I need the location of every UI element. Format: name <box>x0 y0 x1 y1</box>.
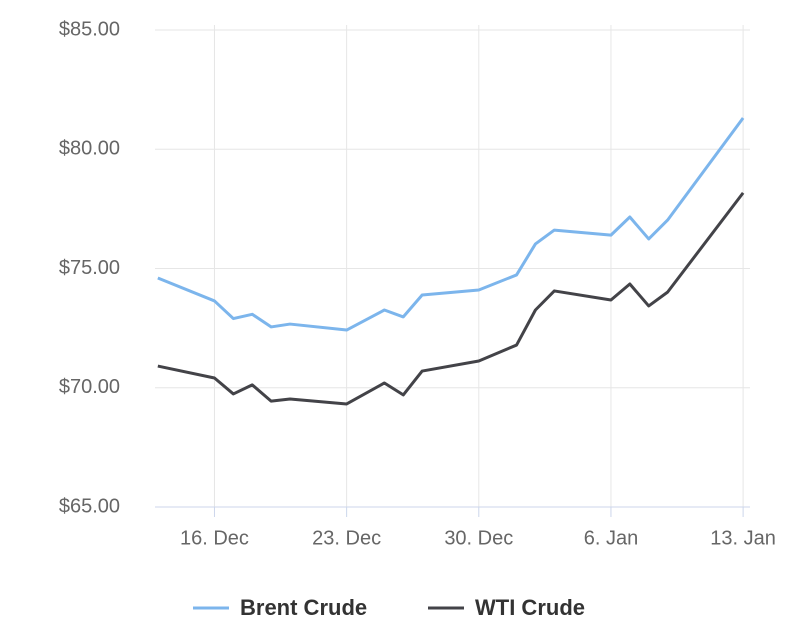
x-tick-label: 6. Jan <box>584 527 638 549</box>
legend-label: Brent Crude <box>240 595 367 620</box>
x-tick-label: 23. Dec <box>312 527 381 549</box>
y-tick-label: $80.00 <box>59 138 120 160</box>
y-tick-label: $75.00 <box>59 257 120 279</box>
y-tick-label: $65.00 <box>59 495 120 517</box>
legend-label: WTI Crude <box>475 595 585 620</box>
x-tick-label: 30. Dec <box>444 527 513 549</box>
line-series <box>157 117 745 332</box>
y-tick-label: $85.00 <box>59 18 120 40</box>
x-tick-label: 13. Jan <box>710 527 776 549</box>
x-tick-label: 16. Dec <box>180 527 249 549</box>
y-tick-label: $70.00 <box>59 376 120 398</box>
line-series <box>157 191 745 406</box>
